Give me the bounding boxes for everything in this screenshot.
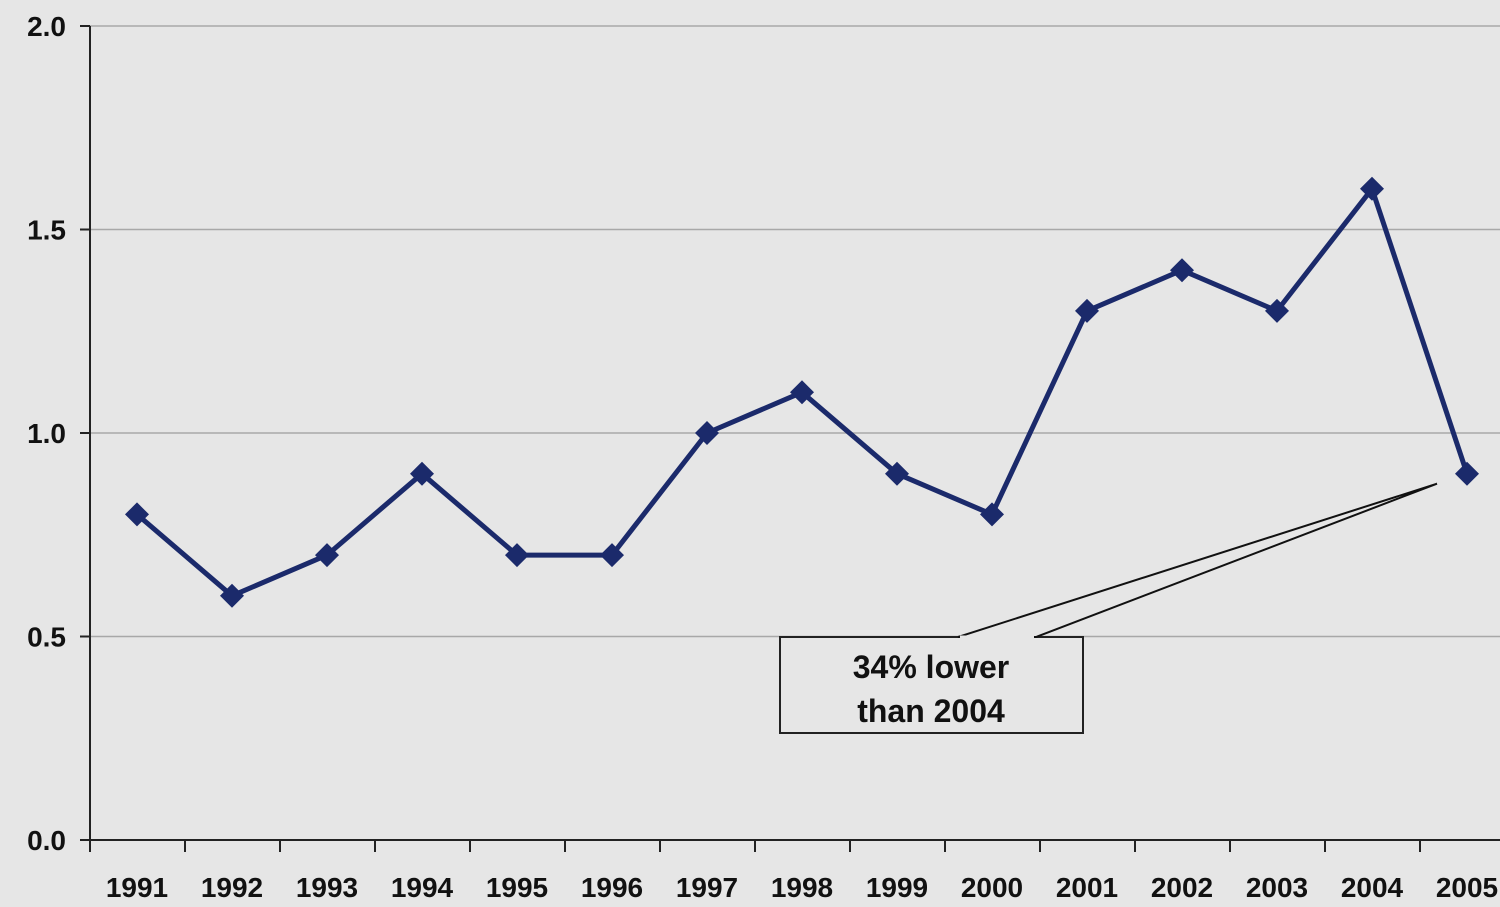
data-point-marker <box>505 543 529 568</box>
annotation-pointer <box>957 482 1438 638</box>
x-tick-label: 1991 <box>106 872 168 902</box>
annotation-text-line2: than 2004 <box>857 693 1005 729</box>
data-point-marker <box>600 543 624 568</box>
x-tick-label: 2004 <box>1341 872 1404 902</box>
data-point-marker <box>1455 461 1479 486</box>
x-tick-label: 1992 <box>201 872 263 902</box>
annotation-text-line1: 34% lower <box>853 649 1010 685</box>
data-point-marker <box>1265 298 1289 323</box>
data-point-marker <box>125 502 149 527</box>
y-tick-label: 1.0 <box>27 418 66 449</box>
data-point-marker <box>315 543 339 568</box>
annotation-box <box>779 636 1084 734</box>
data-point-marker <box>220 583 244 608</box>
x-tick-label: 2005 <box>1436 872 1498 902</box>
y-tick-label: 2.0 <box>27 11 66 42</box>
x-tick-label: 2000 <box>961 872 1023 902</box>
x-tick-label: 1995 <box>486 872 548 902</box>
data-point-marker <box>1170 258 1194 283</box>
data-point-marker <box>980 502 1004 527</box>
x-tick-label: 1997 <box>676 872 738 902</box>
data-point-marker <box>410 461 434 486</box>
x-tick-label: 1996 <box>581 872 643 902</box>
y-tick-label: 0.5 <box>27 622 66 653</box>
grid-lines <box>90 25 1500 638</box>
x-tick-label: 1998 <box>771 872 833 902</box>
y-axis-ticks: 0.0 0.5 1.0 1.5 2.0 <box>27 11 66 856</box>
x-tick-label: 1999 <box>866 872 928 902</box>
x-tick-label: 2002 <box>1151 872 1213 902</box>
axes <box>80 25 1500 852</box>
x-axis-ticks: 1991 1992 1993 1994 1995 1996 1997 1998 1999 2000… <box>106 872 1498 903</box>
series-group <box>125 176 1479 608</box>
data-point-marker <box>790 380 814 405</box>
y-tick-label: 0.0 <box>27 825 66 856</box>
data-point-marker <box>695 421 719 445</box>
y-tick-label: 1.5 <box>27 215 66 246</box>
x-tick-label: 2003 <box>1246 872 1308 902</box>
x-tick-label: 1993 <box>296 872 358 902</box>
annotation-callout: 34% lower than 2004 <box>779 482 1438 734</box>
x-tick-label: 1994 <box>391 872 454 902</box>
x-tick-label: 2001 <box>1056 872 1118 902</box>
data-point-marker <box>1075 298 1099 323</box>
data-point-marker <box>1360 176 1384 201</box>
data-point-marker <box>885 461 909 486</box>
